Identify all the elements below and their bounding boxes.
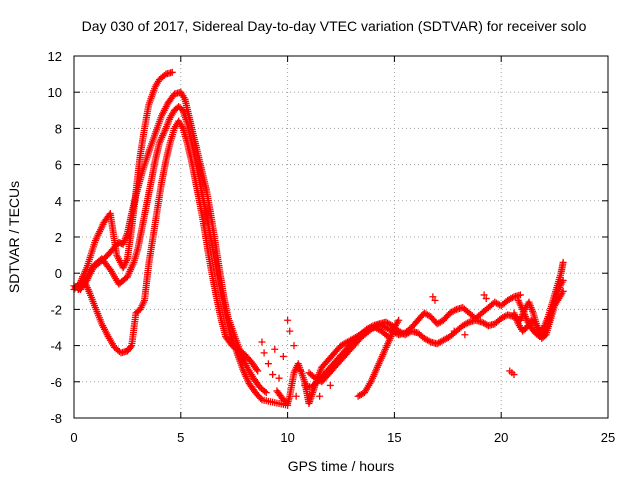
x-tick-label: 10: [280, 430, 294, 445]
series-track-a: [70, 68, 176, 293]
series-track-k: [516, 287, 567, 342]
x-tick-label: 25: [601, 430, 615, 445]
data-point: [290, 342, 298, 350]
data-point: [261, 387, 269, 395]
data-point: [271, 345, 279, 353]
data-point: [262, 389, 270, 397]
data-point: [464, 319, 472, 327]
plot-points: [70, 68, 567, 409]
data-point: [260, 349, 268, 357]
data-point: [286, 327, 294, 335]
y-tick-label: 10: [48, 85, 62, 100]
data-point: [559, 276, 567, 284]
data-point: [429, 293, 437, 301]
plot-frame: [73, 55, 609, 419]
series-track-g: [301, 324, 392, 391]
y-tick-label: -2: [50, 302, 62, 317]
data-point: [482, 295, 490, 303]
data-point: [292, 392, 300, 400]
y-tick-label: 4: [55, 194, 62, 209]
series-track-d: [79, 117, 262, 375]
x-axis-label: GPS time / hours: [288, 458, 395, 474]
data-point: [451, 306, 459, 314]
series-track-h: [354, 316, 403, 400]
data-point: [326, 381, 334, 389]
y-tick-label: 8: [55, 121, 62, 136]
data-point: [363, 326, 371, 334]
data-point: [269, 371, 277, 379]
data-point: [275, 374, 283, 382]
y-tick-label: -4: [50, 339, 62, 354]
series-scatter: [258, 291, 518, 400]
chart-title: Day 030 of 2017, Sidereal Day-to-day VTE…: [82, 18, 587, 34]
data-point: [516, 291, 524, 299]
y-tick-label: 2: [55, 230, 62, 245]
data-point: [279, 352, 287, 360]
data-point: [264, 360, 272, 368]
data-point: [395, 316, 403, 324]
data-point: [127, 343, 135, 351]
data-point: [559, 258, 567, 266]
x-tick-label: 15: [387, 430, 401, 445]
data-point: [316, 392, 324, 400]
data-point: [508, 294, 516, 302]
y-tick-label: -8: [50, 411, 62, 426]
data-point: [461, 331, 469, 339]
series-track-e: [273, 291, 524, 408]
x-tick-label: 5: [177, 430, 184, 445]
data-point: [425, 337, 433, 345]
x-tick-label: 20: [494, 430, 508, 445]
x-tick-label: 0: [70, 430, 77, 445]
data-point: [431, 296, 439, 304]
data-point: [284, 316, 292, 324]
y-tick-label: 0: [55, 266, 62, 281]
y-tick-label: 6: [55, 158, 62, 173]
data-point: [510, 371, 518, 379]
data-point: [253, 365, 261, 373]
y-tick-label: -6: [50, 375, 62, 390]
y-axis-label: SDTVAR / TECUs: [6, 181, 22, 293]
data-point: [559, 287, 567, 295]
data-point: [296, 367, 304, 375]
y-ticks: -8 -6 -4 -2 0 2 4 6 8 10 12: [48, 49, 608, 426]
y-tick-label: 12: [48, 49, 62, 64]
data-point: [450, 327, 458, 335]
data-point: [480, 291, 488, 299]
data-point: [258, 338, 266, 346]
data-point: [254, 367, 262, 375]
data-point: [168, 68, 176, 76]
grid: [74, 56, 608, 418]
x-ticks: 0 5 10 15 20 25: [70, 56, 615, 445]
